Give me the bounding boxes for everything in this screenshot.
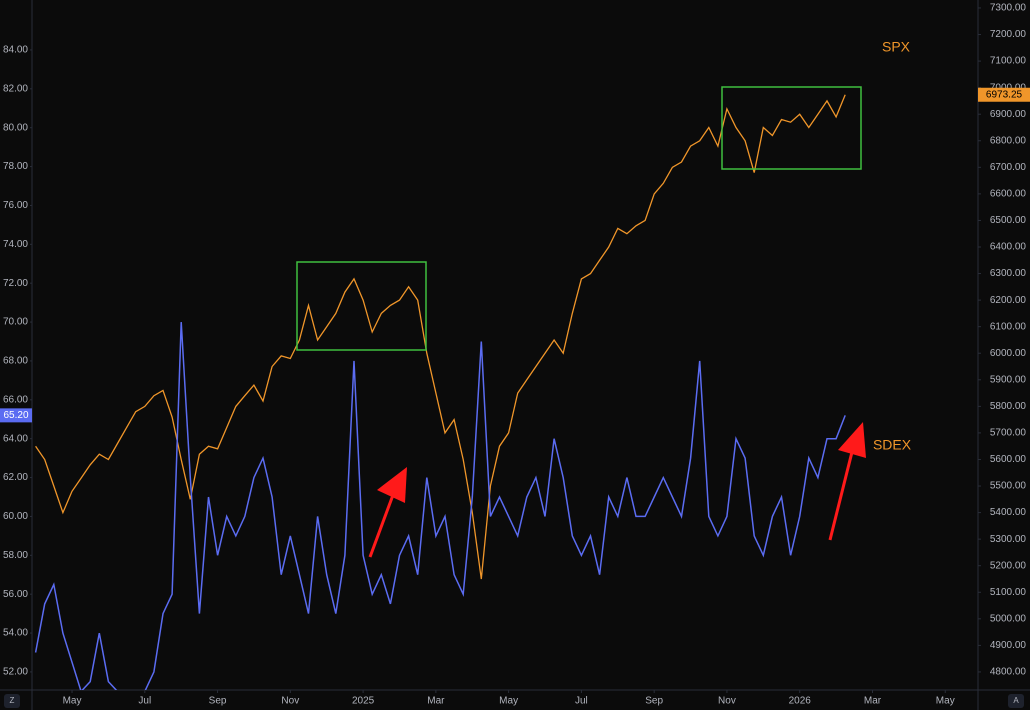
legend-label: SPX [882, 39, 911, 55]
y2-tick-label: 6000.00 [990, 348, 1027, 359]
last-value-label: 6973.25 [986, 89, 1023, 100]
series-layer [34, 94, 846, 690]
y-tick-label: 80.00 [3, 122, 28, 133]
x-tick-label: Mar [427, 696, 445, 707]
y-tick-label: 62.00 [3, 472, 28, 483]
y2-tick-label: 6200.00 [990, 295, 1027, 306]
y2-tick-label: 7100.00 [990, 56, 1027, 67]
y2-tick-label: 4800.00 [990, 667, 1027, 678]
y-tick-label: 66.00 [3, 394, 28, 405]
y-tick-label: 54.00 [3, 628, 28, 639]
y2-tick-label: 5600.00 [990, 454, 1027, 465]
y2-tick-label: 5300.00 [990, 534, 1027, 545]
x-tick-label: Jul [575, 696, 588, 707]
y2-tick-label: 5400.00 [990, 507, 1027, 518]
y-tick-label: 52.00 [3, 667, 28, 678]
y-tick-label: 58.00 [3, 550, 28, 561]
legend-label: SDEX [873, 437, 912, 453]
y-tick-label: 84.00 [3, 45, 28, 56]
y2-tick-label: 6800.00 [990, 135, 1027, 146]
y2-tick-label: 5100.00 [990, 587, 1027, 598]
y2-tick-label: 6900.00 [990, 109, 1027, 120]
y2-tick-label: 4900.00 [990, 640, 1027, 651]
y2-tick-label: 7300.00 [990, 3, 1027, 14]
x-tick-label: Sep [645, 696, 663, 707]
range-box [721, 86, 862, 170]
control-button[interactable] [1008, 694, 1024, 708]
y-tick-label: 74.00 [3, 239, 28, 250]
last-value-label: 65.20 [3, 410, 28, 421]
y2-tick-label: 6300.00 [990, 268, 1027, 279]
x-tick-label: 2025 [352, 696, 375, 707]
y2-tick-label: 6700.00 [990, 162, 1027, 173]
y2-tick-label: 5000.00 [990, 613, 1027, 624]
x-tick-label: Nov [281, 696, 299, 707]
y2-tick-label: 6600.00 [990, 189, 1027, 200]
y-tick-label: 82.00 [3, 83, 28, 94]
y2-tick-label: 5700.00 [990, 428, 1027, 439]
x-tick-label: Jul [138, 696, 151, 707]
y-tick-label: 72.00 [3, 278, 28, 289]
y2-tick-label: 5500.00 [990, 481, 1027, 492]
arrow [828, 422, 866, 541]
y-tick-label: 70.00 [3, 317, 28, 328]
x-tick-label: May [936, 696, 955, 707]
y2-tick-label: 5900.00 [990, 374, 1027, 385]
y2-tick-label: 5200.00 [990, 560, 1027, 571]
y-tick-label: 78.00 [3, 161, 28, 172]
y2-tick-label: 7200.00 [990, 29, 1027, 40]
y2-tick-label: 6400.00 [990, 242, 1027, 253]
y2-tick-label: 5800.00 [990, 401, 1027, 412]
control-label[interactable]: A [1013, 696, 1019, 705]
y2-tick-label: 6100.00 [990, 321, 1027, 332]
last-value-tag [978, 87, 1030, 102]
y2-tick-label: 6500.00 [990, 215, 1027, 226]
arrow [368, 467, 407, 558]
x-tick-label: May [63, 696, 82, 707]
x-tick-label: Mar [864, 696, 882, 707]
series-line [35, 94, 846, 580]
y-tick-label: 60.00 [3, 511, 28, 522]
series-line [34, 322, 846, 690]
x-tick-label: Nov [718, 696, 736, 707]
last-value-tag [0, 408, 32, 423]
x-tick-label: 2026 [789, 696, 812, 707]
y-tick-label: 64.00 [3, 433, 28, 444]
x-tick-label: May [499, 696, 518, 707]
y-tick-label: 76.00 [3, 200, 28, 211]
y-tick-label: 68.00 [3, 356, 28, 367]
control-button[interactable] [4, 694, 20, 708]
x-tick-label: Sep [209, 696, 227, 707]
range-box [296, 261, 427, 351]
y-tick-label: 56.00 [3, 589, 28, 600]
control-label[interactable]: Z [10, 696, 15, 705]
